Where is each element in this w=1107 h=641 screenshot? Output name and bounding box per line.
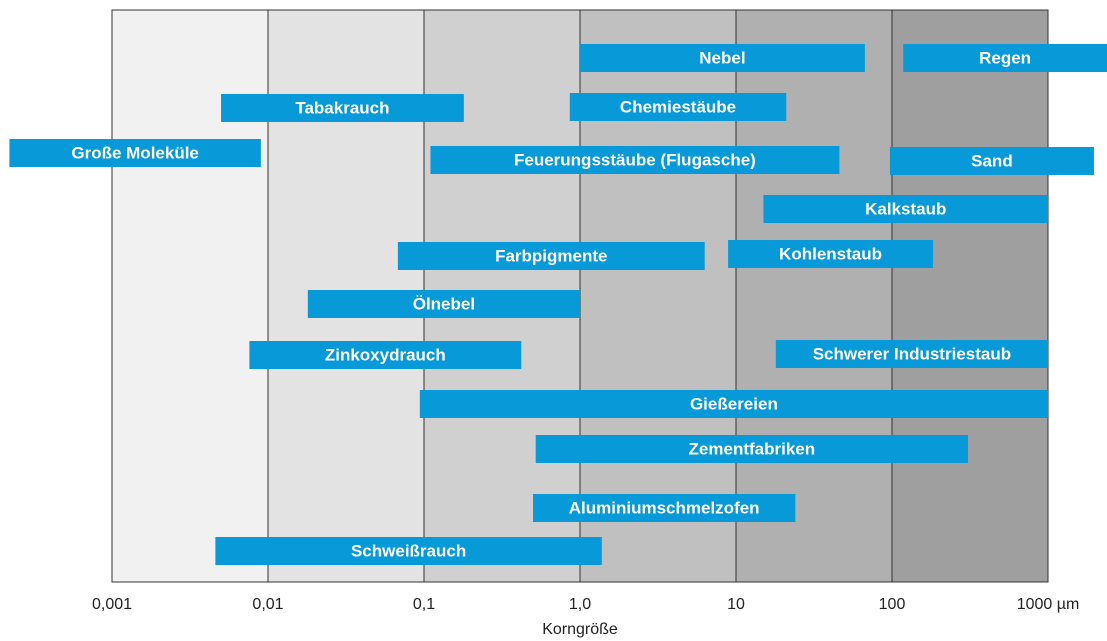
bar-label: Chemiestäube: [620, 97, 736, 116]
x-tick-label: 0,01: [252, 596, 283, 613]
range-bar: [728, 240, 933, 268]
x-tick-label: 10: [727, 596, 745, 613]
bar-label: Schwerer Industriestaub: [813, 344, 1011, 363]
decade-band: [892, 10, 1048, 582]
range-bar: [9, 139, 261, 167]
bar-label: Zinkoxydrauch: [325, 345, 446, 364]
range-bar: [535, 435, 968, 463]
x-tick-label: 0,1: [413, 596, 435, 613]
range-bar: [533, 494, 796, 522]
bar-label: Farbpigmente: [495, 246, 607, 265]
bar-label: Aluminiumschmelzofen: [569, 498, 760, 517]
bar-label: Ölnebel: [413, 294, 475, 313]
x-tick-label: 0,001: [92, 596, 132, 613]
bar-label: Sand: [971, 151, 1013, 170]
range-bar: [430, 146, 840, 174]
x-tick-label: 100: [879, 596, 906, 613]
bar-label: Nebel: [699, 48, 745, 67]
bar-label: Kalkstaub: [865, 199, 946, 218]
bar-label: Regen: [979, 48, 1031, 67]
bar-label: Feuerungsstäube (Flugasche): [514, 150, 756, 169]
bar-label: Zementfabriken: [689, 439, 816, 458]
range-bar: [307, 290, 580, 318]
range-bar: [775, 340, 1048, 368]
range-bar: [249, 341, 522, 369]
bar-label: Schweißrauch: [351, 541, 466, 560]
range-bar: [569, 93, 787, 121]
bars: Nebel Regen Tabakrauch Chemiestäube Große Mo…: [9, 44, 1107, 565]
bar-label: Große Moleküle: [71, 143, 199, 162]
bar-label: Gießereien: [690, 394, 778, 413]
bar-label: Kohlenstaub: [779, 244, 882, 263]
range-bar: [221, 94, 464, 122]
bar-label: Tabakrauch: [295, 98, 389, 117]
x-axis-label: Korngröße: [542, 621, 618, 638]
range-bar: [419, 390, 1048, 418]
range-bar: [889, 147, 1094, 175]
range-bar: [763, 195, 1048, 223]
x-tick-label: 1000 µm: [1017, 596, 1080, 613]
range-bar: [215, 537, 602, 565]
range-bar: [580, 44, 865, 72]
range-bar: [903, 44, 1107, 72]
x-tick-label: 1,0: [569, 596, 591, 613]
range-bar: [397, 242, 705, 270]
